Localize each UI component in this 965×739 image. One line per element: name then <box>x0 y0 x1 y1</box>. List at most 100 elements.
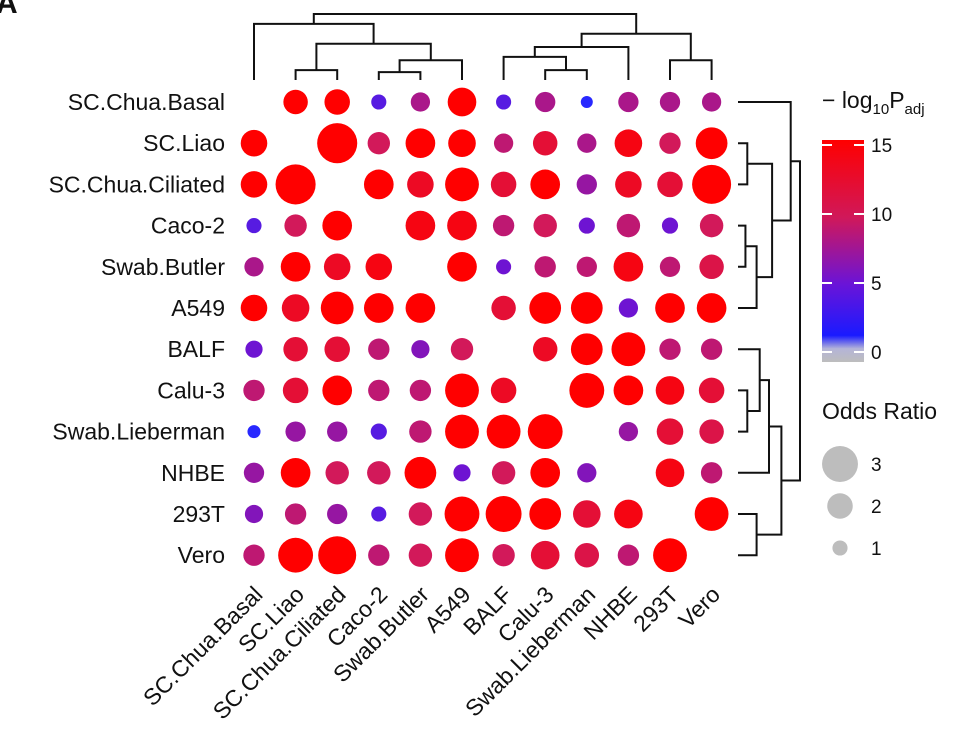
dot-293t-x-sc-liao <box>284 503 307 525</box>
dot-sc-liao-x-a549 <box>448 129 476 157</box>
row-label-vero: Vero <box>178 542 225 568</box>
dot-calu-3-x-swab-butler <box>409 379 432 402</box>
dot-calu-3-x-293t <box>655 376 685 405</box>
row-label-sc-chua-ciliated: SC.Chua.Ciliated <box>49 171 225 197</box>
dot-calu-3-x-sc-liao <box>282 377 309 404</box>
dot-a549-x-293t <box>655 293 685 323</box>
dot-calu-3-x-a549 <box>445 373 479 408</box>
row-dendrogram-branch <box>738 101 792 222</box>
column-dendrogram <box>253 13 713 80</box>
dot-swab-lieberman-x-nhbe <box>618 421 639 442</box>
dot-calu-3-x-caco-2 <box>368 379 390 402</box>
dot-swab-butler-x-sc-chua-ciliated <box>323 253 351 281</box>
row-dendrogram-branch <box>747 162 774 279</box>
dot-balf-x-a549 <box>450 338 474 361</box>
column-dendrogram-branch <box>294 69 339 80</box>
dot-a549-x-swab-lieberman <box>570 292 603 324</box>
size-legend-dot <box>822 446 858 482</box>
column-dendrogram-branch <box>312 13 638 34</box>
color-bar-tick-label: 5 <box>871 274 882 295</box>
dot-sc-chua-ciliated-x-swab-butler <box>407 171 434 198</box>
dot-balf-x-vero <box>700 338 723 360</box>
col-label-293t: 293T <box>628 581 683 636</box>
column-labels: SC.Chua.BasalSC.LiaoSC.Chua.CiliatedCaco… <box>138 581 725 724</box>
dot-293t-x-swab-lieberman <box>573 500 601 528</box>
size-legend-title: Odds Ratio <box>822 398 937 424</box>
dot-sc-chua-ciliated-x-calu-3 <box>530 169 561 200</box>
dot-caco-2-x-calu-3 <box>533 213 557 238</box>
size-legend-dot <box>832 540 848 556</box>
dot-a549-x-calu-3 <box>529 292 562 324</box>
dot-sc-liao-x-vero <box>695 127 728 160</box>
color-bar <box>822 140 864 362</box>
dot-sc-liao-x-sc-chua-basal <box>240 129 268 157</box>
dot-swab-lieberman-x-sc-chua-ciliated <box>327 421 348 442</box>
dot-balf-x-sc-chua-ciliated <box>324 336 350 362</box>
dot-nhbe-x-sc-chua-ciliated <box>325 461 349 485</box>
color-bar-tick-label: 0 <box>871 343 882 364</box>
row-label-sc-chua-basal: SC.Chua.Basal <box>68 89 225 115</box>
dot-swab-lieberman-x-a549 <box>445 414 479 449</box>
dot-vero-x-293t <box>653 538 687 573</box>
dot-swab-butler-x-vero <box>699 254 724 280</box>
col-label-vero: Vero <box>673 581 725 633</box>
size-legend-label: 2 <box>871 497 882 518</box>
dot-sc-chua-ciliated-x-293t <box>657 171 683 198</box>
color-legend-title: − log10Padj <box>822 87 925 118</box>
dot-nhbe-x-caco-2 <box>367 461 391 485</box>
dot-caco-2-x-sc-liao <box>284 214 307 237</box>
row-dendrogram-branch <box>738 513 758 557</box>
dot-vero-x-sc-chua-basal <box>243 544 265 566</box>
dot-293t-x-sc-chua-basal <box>244 504 264 524</box>
dot-calu-3-x-nhbe <box>613 375 644 406</box>
dot-sc-chua-ciliated-x-sc-liao <box>275 164 316 205</box>
dot-sc-chua-ciliated-x-balf <box>490 171 517 198</box>
dot-calu-3-x-sc-chua-basal <box>243 379 265 402</box>
dot-sc-chua-basal-x-sc-liao <box>283 89 308 115</box>
dot-calu-3-x-swab-lieberman <box>569 372 605 408</box>
dot-293t-x-vero <box>694 497 729 531</box>
dot-293t-x-caco-2 <box>371 506 387 522</box>
dot-caco-2-x-vero <box>699 213 724 238</box>
dot-sc-liao-x-sc-chua-ciliated <box>317 123 358 164</box>
dot-sc-chua-ciliated-x-vero <box>692 164 732 204</box>
dot-caco-2-x-balf <box>492 214 515 237</box>
row-label-nhbe: NHBE <box>161 460 225 486</box>
dot-a549-x-balf <box>491 295 516 321</box>
dot-sc-chua-basal-x-vero <box>701 92 722 112</box>
dot-vero-x-sc-chua-ciliated <box>318 536 357 575</box>
size-legend: Odds Ratio 3 2 1 <box>822 398 937 560</box>
row-label-sc-liao: SC.Liao <box>143 130 225 156</box>
dot-vero-x-swab-butler <box>408 543 433 567</box>
column-dendrogram-branch <box>377 71 422 80</box>
dot-a549-x-caco-2 <box>363 293 394 323</box>
row-label-swab-lieberman: Swab.Lieberman <box>52 419 225 445</box>
dot-sc-liao-x-swab-butler <box>405 128 436 159</box>
dot-swab-lieberman-x-vero <box>699 419 724 444</box>
row-dendrogram-branch <box>738 224 747 268</box>
dot-swab-butler-x-293t <box>659 256 681 277</box>
column-dendrogram-branch <box>669 59 713 80</box>
dot-sc-liao-x-calu-3 <box>532 130 558 156</box>
color-bar-ticks: 0 5 10 15 <box>822 136 892 364</box>
dot-swab-butler-x-sc-liao <box>280 251 311 282</box>
dot-a549-x-sc-liao <box>281 294 310 322</box>
dot-vero-x-swab-lieberman <box>574 542 600 568</box>
dot-vero-x-a549 <box>445 538 479 573</box>
column-dendrogram-branch <box>398 59 463 80</box>
row-dendrogram-branch <box>738 379 770 474</box>
row-dendrogram-branch <box>738 348 761 412</box>
dot-sc-chua-ciliated-x-sc-chua-basal <box>240 171 268 198</box>
row-label-balf: BALF <box>167 336 225 362</box>
dot-sc-chua-basal-x-calu-3 <box>535 91 556 113</box>
column-dendrogram-branch <box>253 22 375 80</box>
row-label-caco-2: Caco-2 <box>151 213 225 239</box>
dot-vero-x-caco-2 <box>368 544 390 566</box>
dot-sc-liao-x-nhbe <box>614 129 643 157</box>
dot-a549-x-sc-chua-ciliated <box>320 291 354 325</box>
dot-swab-butler-x-nhbe <box>613 251 644 282</box>
dot-balf-x-calu-3 <box>532 336 558 362</box>
color-bar-tick-label: 15 <box>871 136 892 157</box>
color-bar-tick-label: 10 <box>871 205 892 226</box>
row-label-swab-butler: Swab.Butler <box>101 254 225 280</box>
